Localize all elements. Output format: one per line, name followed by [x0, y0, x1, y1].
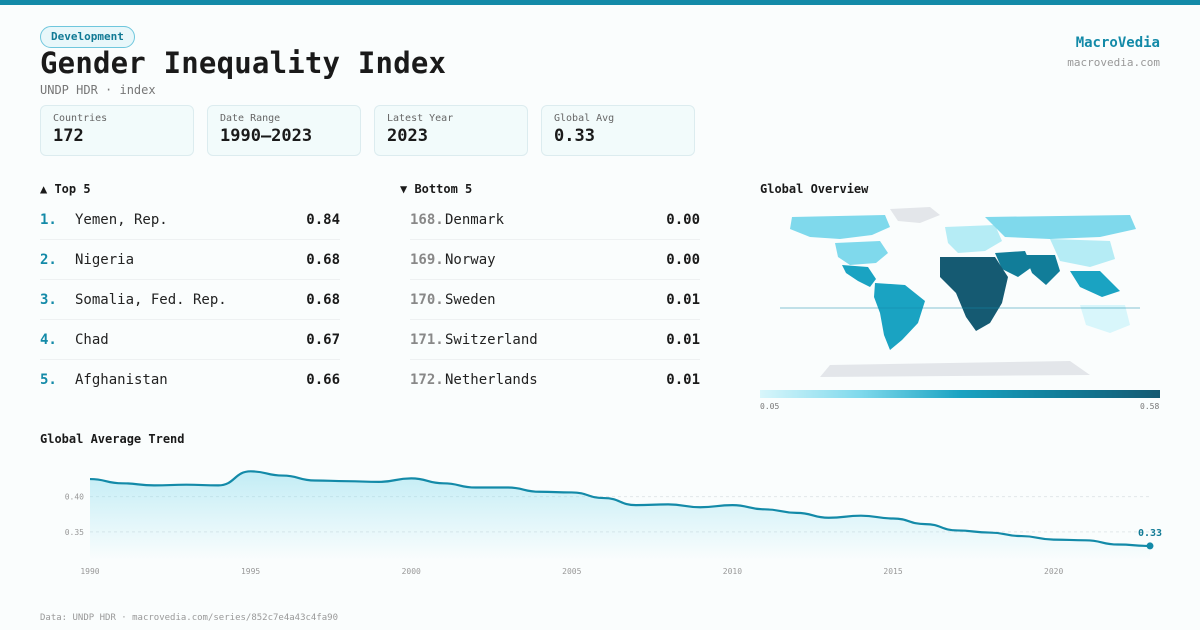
rank-number: 171. — [410, 331, 444, 348]
country-name: Sweden — [445, 291, 496, 308]
map-heading: Global Overview — [760, 182, 869, 196]
list-item[interactable]: 1. Yemen, Rep. 0.84 — [40, 200, 340, 240]
trend-area-fill — [90, 471, 1150, 560]
rank-number: 5. — [40, 372, 57, 388]
world-choropleth-map[interactable] — [780, 205, 1140, 385]
map-region-australia[interactable] — [1080, 305, 1130, 333]
x-tick-label: 2010 — [723, 567, 742, 576]
page-subtitle: UNDP HDR · index — [40, 83, 156, 97]
top5-heading: ▲ Top 5 — [40, 182, 91, 196]
x-tick-label: 2005 — [562, 567, 581, 576]
map-legend-gradient — [760, 390, 1160, 398]
country-name: Switzerland — [445, 331, 538, 348]
country-value: 0.84 — [306, 211, 340, 228]
country-value: 0.00 — [666, 211, 700, 228]
map-region-antarctica[interactable] — [820, 361, 1090, 377]
country-value: 0.01 — [666, 291, 700, 308]
map-region-russia[interactable] — [985, 215, 1136, 239]
country-value: 0.68 — [306, 251, 340, 268]
top-accent-bar — [0, 0, 1200, 5]
country-name: Norway — [445, 251, 496, 268]
list-item[interactable]: 168. Denmark 0.00 — [410, 200, 700, 240]
x-tick-label: 2020 — [1044, 567, 1063, 576]
country-name: Afghanistan — [75, 372, 168, 388]
map-region-central-america[interactable] — [842, 265, 876, 287]
map-region-africa[interactable] — [940, 257, 1008, 331]
rank-number: 3. — [40, 291, 57, 308]
trend-heading: Global Average Trend — [40, 432, 185, 446]
map-region-canada[interactable] — [790, 215, 890, 239]
stat-label: Global Avg — [554, 113, 615, 124]
map-region-middle-east[interactable] — [995, 251, 1032, 277]
rank-number: 169. — [410, 251, 444, 268]
list-item[interactable]: 5. Afghanistan 0.66 — [40, 360, 340, 400]
page-title: Gender Inequality Index — [40, 46, 447, 80]
country-name: Denmark — [445, 211, 505, 228]
x-tick-label: 1995 — [241, 567, 260, 576]
list-item[interactable]: 171. Switzerland 0.01 — [410, 320, 700, 360]
brand-logo[interactable]: MacroVedia — [1075, 35, 1160, 51]
stat-label: Date Range — [220, 113, 281, 124]
country-value: 0.67 — [306, 331, 340, 348]
map-region-europe[interactable] — [945, 225, 1002, 253]
stat-card-latest-year: Latest Year 2023 — [374, 105, 528, 156]
bottom5-list: 168. Denmark 0.00 169. Norway 0.00 170. Swede… — [410, 200, 700, 400]
legend-max-label: 0.58 — [1140, 402, 1160, 411]
rank-number: 168. — [410, 211, 444, 228]
brand-url[interactable]: macrovedia.com — [1067, 56, 1160, 69]
trend-chart[interactable]: 0.35 0.40 1990 1995 2000 2005 2010 2015 2020 0.… — [0, 455, 1200, 585]
country-name: Yemen, Rep. — [75, 211, 168, 228]
stat-card-global-avg: Global Avg 0.33 — [541, 105, 695, 156]
rank-number: 2. — [40, 251, 57, 268]
map-region-south-america[interactable] — [874, 283, 925, 350]
category-badge: Development — [40, 26, 135, 48]
map-region-east-asia[interactable] — [1050, 239, 1115, 267]
stat-value: 1990–2023 — [220, 126, 313, 146]
trend-end-point[interactable] — [1146, 542, 1154, 550]
stat-label: Countries — [53, 113, 108, 124]
x-tick-label: 2015 — [883, 567, 902, 576]
country-value: 0.68 — [306, 291, 340, 308]
bottom5-heading: ▼ Bottom 5 — [400, 182, 473, 196]
top5-list: 1. Yemen, Rep. 0.84 2. Nigeria 0.68 3. Somali… — [40, 200, 340, 400]
stat-value: 2023 — [387, 126, 428, 146]
rank-number: 4. — [40, 331, 57, 348]
list-item[interactable]: 2. Nigeria 0.68 — [40, 240, 340, 280]
legend-min-label: 0.05 — [760, 402, 780, 411]
rank-number: 170. — [410, 291, 444, 308]
country-name: Nigeria — [75, 251, 135, 268]
stat-value: 172 — [53, 126, 84, 146]
stat-label: Latest Year — [387, 113, 454, 124]
list-item[interactable]: 170. Sweden 0.01 — [410, 280, 700, 320]
footer-source: Data: UNDP HDR · macrovedia.com/series/8… — [40, 613, 339, 623]
stat-card-date-range: Date Range 1990–2023 — [207, 105, 361, 156]
country-value: 0.01 — [666, 331, 700, 348]
y-tick-label: 0.35 — [65, 528, 84, 537]
trend-line[interactable] — [89, 470, 1151, 548]
list-item[interactable]: 169. Norway 0.00 — [410, 240, 700, 280]
map-region-usa[interactable] — [835, 241, 888, 265]
x-tick-label: 1990 — [80, 567, 99, 576]
map-region-greenland[interactable] — [890, 207, 940, 223]
x-tick-label: 2000 — [402, 567, 421, 576]
stat-value: 0.33 — [554, 126, 595, 146]
rank-number: 172. — [410, 372, 444, 388]
list-item[interactable]: 3. Somalia, Fed. Rep. 0.68 — [40, 280, 340, 320]
trend-end-label: 0.33 — [1138, 528, 1162, 539]
country-value: 0.01 — [666, 372, 700, 388]
map-region-southeast-asia[interactable] — [1070, 271, 1120, 297]
map-region-south-asia[interactable] — [1025, 255, 1060, 285]
country-name: Netherlands — [445, 372, 538, 388]
rank-number: 1. — [40, 211, 57, 228]
country-value: 0.66 — [306, 372, 340, 388]
list-item[interactable]: 172. Netherlands 0.01 — [410, 360, 700, 400]
country-name: Somalia, Fed. Rep. — [75, 291, 227, 308]
list-item[interactable]: 4. Chad 0.67 — [40, 320, 340, 360]
country-value: 0.00 — [666, 251, 700, 268]
y-tick-label: 0.40 — [65, 493, 84, 502]
country-name: Chad — [75, 331, 109, 348]
stat-card-countries: Countries 172 — [40, 105, 194, 156]
